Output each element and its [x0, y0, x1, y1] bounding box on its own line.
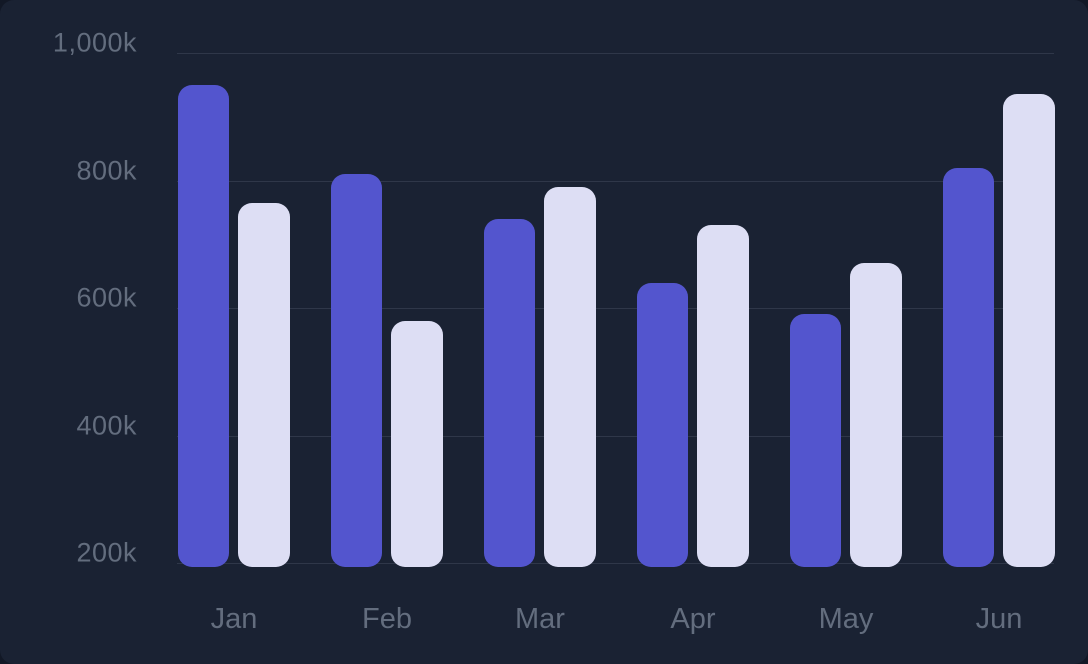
bar-apr-secondary[interactable]	[697, 225, 749, 567]
x-tick-label-may: May	[818, 603, 874, 635]
x-tick-label-jun: Jun	[975, 603, 1023, 635]
y-tick-label-1000k: 1,000k	[52, 27, 137, 58]
gridline-400k	[177, 435, 1054, 437]
bar-mar-secondary[interactable]	[544, 186, 596, 567]
gridline-200k	[177, 563, 1054, 564]
x-tick-label-feb: Feb	[362, 603, 412, 635]
y-tick-label-800k: 800k	[76, 155, 137, 185]
gridline-600k	[177, 308, 1054, 309]
bar-feb-secondary[interactable]	[391, 320, 443, 567]
gridline-800k	[177, 180, 1054, 182]
gridline-1000k	[177, 53, 1054, 54]
y-tick-label-200k: 200k	[76, 537, 137, 568]
bar-apr-primary[interactable]	[637, 282, 688, 567]
x-tick-label-mar: Mar	[515, 603, 565, 635]
bar-jan-primary[interactable]	[178, 84, 229, 567]
bar-mar-primary[interactable]	[484, 218, 535, 567]
y-tick-label-400k: 400k	[76, 410, 137, 440]
x-tick-label-apr: Apr	[670, 603, 716, 635]
bar-feb-primary[interactable]	[331, 174, 382, 567]
bar-jan-secondary[interactable]	[238, 202, 290, 567]
bar-jun-primary[interactable]	[943, 167, 994, 567]
bar-may-secondary[interactable]	[850, 263, 902, 567]
x-tick-label-jan: Jan	[210, 603, 258, 635]
plot-area	[177, 53, 1055, 567]
bar-jun-secondary[interactable]	[1003, 94, 1055, 567]
y-tick-label-600k: 600k	[76, 282, 137, 313]
bar-may-primary[interactable]	[790, 314, 841, 567]
